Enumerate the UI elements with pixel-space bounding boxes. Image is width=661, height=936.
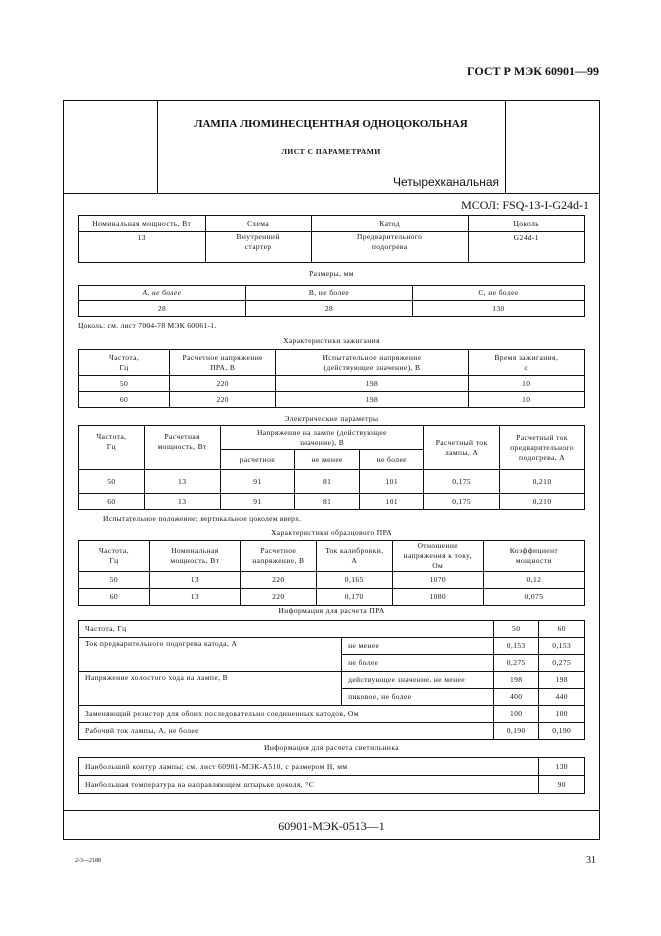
caption: Размеры, мм — [309, 269, 354, 278]
caption: Электрические параметры — [284, 414, 379, 423]
sheet-frame — [63, 100, 600, 840]
reference-ballast-table: Частота, Гц Номинальная мощность, Вт Расче… — [78, 540, 586, 606]
sheet-subtitle: ЛИСТ С ПАРАМЕТРАМИ — [281, 147, 381, 156]
base-note: Цоколь: см. лист 7004-78 МЭК 60061-1. — [78, 321, 217, 330]
lamp-type: Четырехканальная — [392, 175, 499, 189]
dimensions-table: A, не более B, не более C, не более 28 28 13… — [78, 285, 586, 317]
sheet-title: ЛАМПА ЛЮМИНЕСЦЕНТНАЯ ОДНОЦОКОЛЬНАЯ — [194, 118, 468, 130]
luminaire-info-table: Наибольший контур лампы: см. лист 60901-… — [77, 757, 585, 794]
print-code: 2-3—2188 — [75, 858, 101, 864]
sheet-number: 60901-МЭК-0513—1 — [278, 819, 385, 833]
divider — [505, 100, 506, 193]
test-position-note: Испытательное положение: вертикальное цо… — [103, 514, 302, 523]
ballast-info-table: Частота, Гц 50 60 Ток предварительного под… — [77, 620, 585, 740]
caption: Информация для расчета светильника — [264, 743, 399, 752]
divider — [157, 100, 158, 193]
caption: Характеристики зажигания — [283, 336, 380, 345]
running-header: ГОСТ Р МЭК 60901—99 — [467, 64, 599, 78]
general-table: Номинальная мощность, Вт Схема Катод Цоколь… — [78, 215, 586, 263]
ignition-table: Частота, Гц Расчетное напряжение ПРА, В Ис… — [77, 349, 586, 408]
divider — [63, 193, 600, 194]
designation: МСОЛ: FSQ-13-I-G24d-1 — [461, 198, 589, 212]
caption: Информация для расчета ПРА — [278, 606, 385, 615]
page-number: 31 — [586, 855, 596, 866]
caption: Характеристики образцового ПРА — [270, 528, 393, 537]
electrical-table: Частота, Гц Расчетная мощность, Вт Напряже… — [78, 425, 585, 510]
divider — [63, 810, 600, 811]
